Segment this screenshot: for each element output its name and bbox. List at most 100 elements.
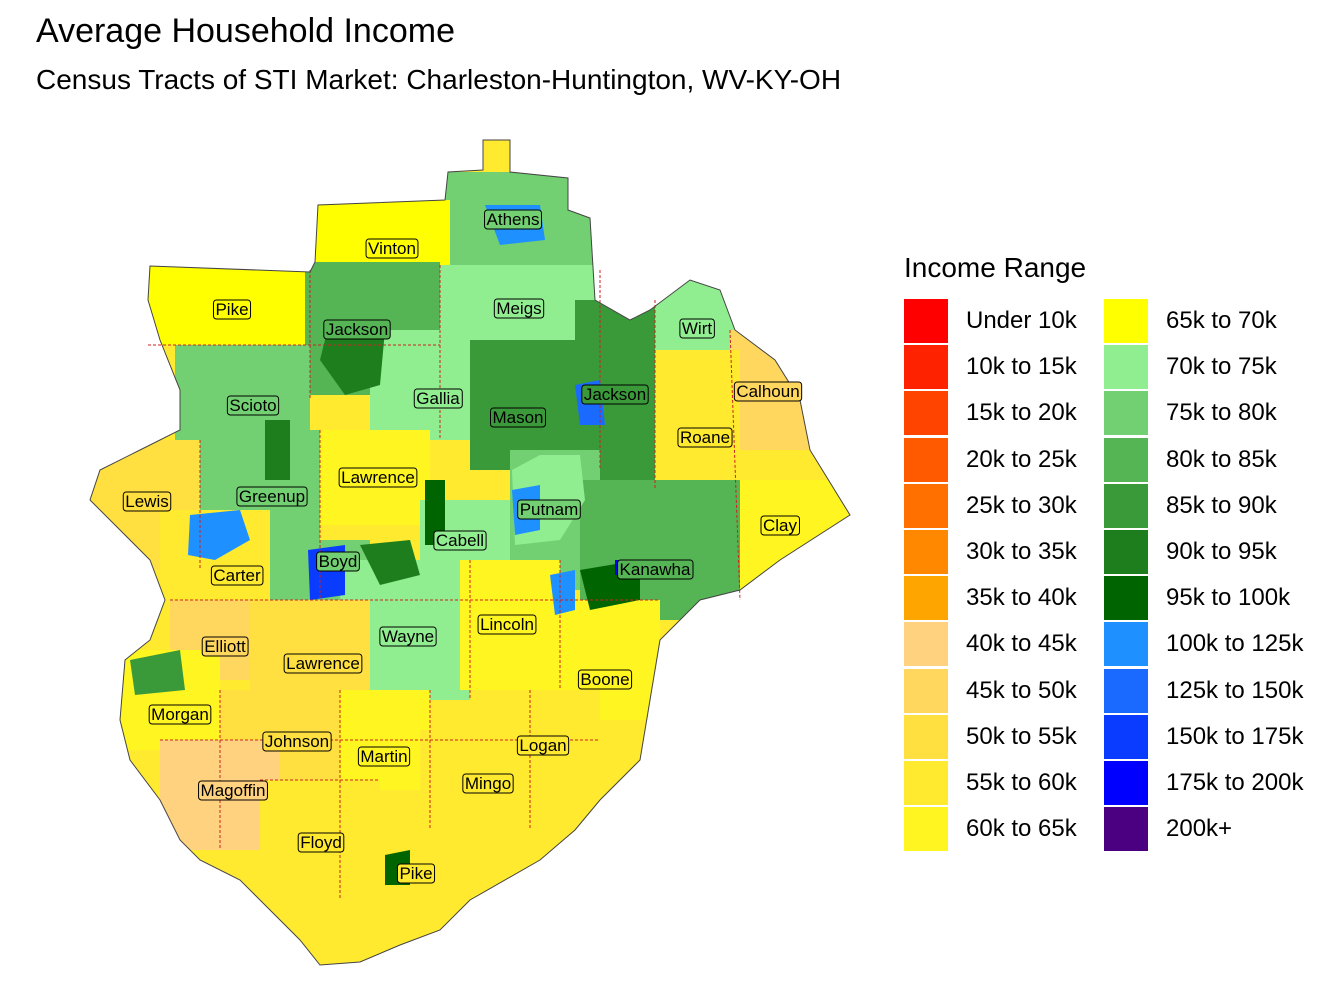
county-label: Cabell — [433, 530, 487, 551]
county-label: Pike — [212, 299, 252, 320]
county-labels: Athens Vinton Meigs Pike Jackson Wirt Calhoun S… — [122, 209, 803, 884]
county-label-box — [379, 626, 437, 647]
svg-text:Scioto: Scioto — [229, 396, 276, 415]
legend-item: 200k+ — [1104, 806, 1284, 852]
legend-swatch — [904, 714, 948, 759]
legend-item: 80k to 85k — [1104, 437, 1284, 483]
county-shape-pike-ky — [340, 800, 540, 965]
legend-item: 85k to 90k — [1104, 483, 1284, 529]
tract-kanawha-blue — [550, 570, 575, 615]
svg-text:Lawrence: Lawrence — [341, 468, 415, 487]
legend-swatch — [904, 760, 948, 805]
legend-swatch — [1104, 391, 1148, 436]
svg-text:Jackson: Jackson — [584, 385, 646, 404]
legend-swatch — [1104, 530, 1148, 575]
legend-item: 55k to 60k — [904, 760, 1084, 806]
svg-text:Pike: Pike — [399, 864, 432, 883]
county-label-box — [677, 427, 733, 448]
legend-swatch — [904, 483, 948, 528]
svg-text:Elliott: Elliott — [204, 637, 246, 656]
county-label-box — [396, 863, 436, 884]
legend-swatch — [904, 807, 948, 852]
legend-swatch — [1104, 437, 1148, 482]
svg-text:Putnam: Putnam — [520, 500, 579, 519]
county-label-box — [316, 551, 360, 572]
county-label-box — [462, 773, 514, 794]
legend-item: 15k to 20k — [904, 390, 1084, 436]
legend-item: 20k to 25k — [904, 437, 1084, 483]
county-label: Jackson — [581, 384, 649, 405]
county-label-box — [489, 407, 547, 428]
legend-label: 20k to 25k — [966, 445, 1077, 473]
county-shape-vinton — [310, 200, 450, 270]
svg-text:Carter: Carter — [213, 566, 261, 585]
county-label-box — [413, 388, 463, 409]
svg-text:Calhoun: Calhoun — [736, 382, 799, 401]
legend-item: Under 10k — [904, 298, 1084, 344]
county-label-box — [323, 319, 391, 340]
county-label-box — [516, 735, 570, 756]
county-label-box — [617, 559, 694, 580]
svg-text:Wirt: Wirt — [682, 319, 712, 338]
county-label-box — [581, 384, 649, 405]
county-label: Carter — [210, 565, 264, 586]
county-label: Calhoun — [733, 381, 803, 402]
county-label: Scioto — [226, 395, 280, 416]
legend-item: 50k to 55k — [904, 714, 1084, 760]
legend-swatch — [904, 622, 948, 667]
map-subtitle: Census Tracts of STI Market: Charleston-… — [36, 64, 842, 95]
svg-text:Greenup: Greenup — [239, 487, 305, 506]
svg-text:Johnson: Johnson — [265, 732, 329, 751]
legend-swatch — [1104, 576, 1148, 621]
tract-greenup-high — [265, 420, 290, 480]
legend-item: 70k to 75k — [1104, 344, 1284, 390]
legend-label: 35k to 40k — [966, 584, 1077, 612]
legend-label: 30k to 35k — [966, 538, 1077, 566]
county-borders — [148, 265, 741, 900]
county-label-box — [236, 486, 308, 507]
county-label-box — [338, 467, 418, 488]
legend-label: 50k to 55k — [966, 722, 1077, 750]
legend-swatch — [904, 576, 948, 621]
county-label: Boone — [577, 669, 633, 690]
legend-label: 200k+ — [1166, 815, 1233, 843]
legend-item: 25k to 30k — [904, 483, 1084, 529]
legend-item: 60k to 65k — [904, 806, 1084, 852]
legend-label: 150k to 175k — [1166, 722, 1304, 750]
legend-swatch — [1104, 714, 1148, 759]
svg-text:Roane: Roane — [680, 428, 730, 447]
county-label: Clay — [760, 515, 801, 536]
county-label: Jackson — [323, 319, 391, 340]
svg-text:Floyd: Floyd — [300, 833, 342, 852]
county-label-box — [517, 499, 581, 520]
legend-label: 65k to 70k — [1166, 307, 1277, 335]
county-shape-gallia — [370, 330, 480, 440]
legend-swatch — [1104, 760, 1148, 805]
legend-item: 125k to 150k — [1104, 668, 1303, 714]
legend-swatch — [904, 668, 948, 713]
svg-text:Lincoln: Lincoln — [480, 615, 534, 634]
county-label-box — [283, 653, 363, 674]
county-label-box — [210, 565, 264, 586]
county-label: Morgan — [148, 704, 212, 725]
county-label-box — [433, 530, 487, 551]
legend-swatch — [1104, 622, 1148, 667]
county-label: Vinton — [365, 238, 419, 259]
county-label: Logan — [516, 735, 570, 756]
county-label: Pike — [396, 863, 436, 884]
county-label-box — [122, 491, 172, 512]
svg-text:Gallia: Gallia — [416, 389, 460, 408]
legend-item: 35k to 40k — [904, 575, 1084, 621]
legend-swatch — [904, 299, 948, 344]
county-label-box — [493, 298, 545, 319]
county-label: Gallia — [413, 388, 463, 409]
county-label: Greenup — [236, 486, 308, 507]
region-outline — [89, 139, 851, 966]
county-label: Lawrence — [283, 653, 363, 674]
legend-label: Under 10k — [966, 307, 1077, 335]
tract-morgan-high — [130, 650, 185, 695]
county-label: Lawrence — [338, 467, 418, 488]
legend-swatch — [1104, 668, 1148, 713]
legend-label: 55k to 60k — [966, 768, 1077, 796]
